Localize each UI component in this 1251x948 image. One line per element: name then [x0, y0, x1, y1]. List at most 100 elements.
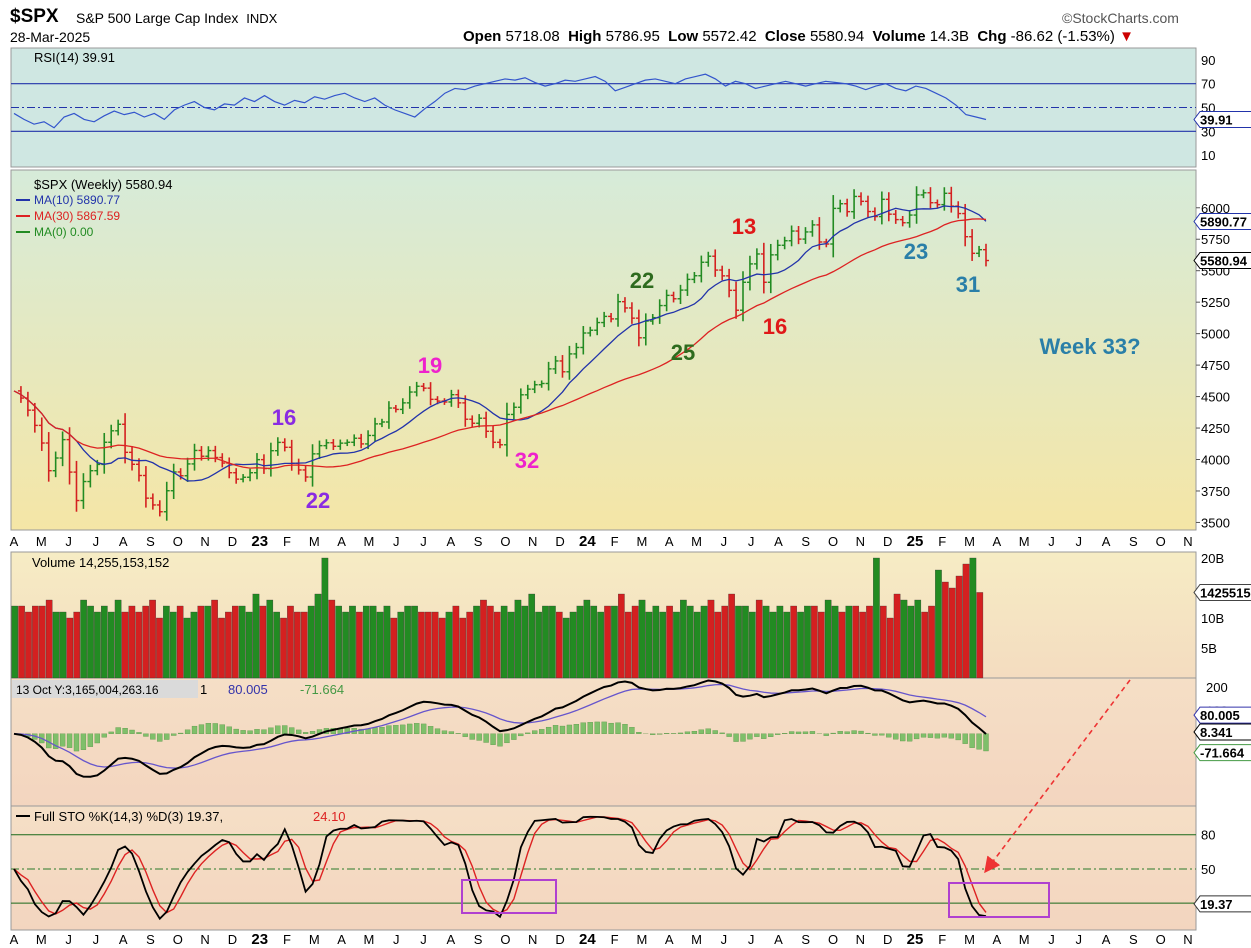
time-tick: O — [828, 932, 838, 947]
time-tick: J — [1076, 932, 1083, 947]
volume-bar — [714, 611, 722, 679]
volume-bar — [287, 605, 294, 679]
time-tick: A — [665, 534, 674, 549]
volume-bar — [94, 611, 101, 679]
time-tick: O — [828, 534, 838, 549]
volume-bar — [955, 575, 963, 679]
macd-hist-bar — [983, 733, 989, 752]
volume-bar — [404, 605, 411, 679]
volume-bar — [914, 599, 922, 679]
volume-bar — [576, 605, 584, 679]
volume-bar — [252, 593, 260, 679]
volume-bar — [493, 611, 501, 679]
macd-hist-bar — [663, 733, 670, 734]
time-tick: D — [555, 932, 564, 947]
volume-bar — [349, 605, 356, 679]
macd-hist-bar — [393, 725, 399, 734]
volume-bar — [521, 605, 529, 679]
volume-bar — [769, 611, 777, 679]
macd-hist-bar — [865, 732, 871, 734]
macd-hist-bar — [289, 727, 295, 734]
time-tick: A — [1102, 932, 1111, 947]
macd-hist-bar — [483, 733, 489, 743]
volume-bar — [25, 611, 32, 679]
macd-hist-bar — [948, 733, 954, 739]
macd-hist-bar — [886, 733, 892, 738]
macd-hist-bar — [80, 733, 87, 750]
macd-hist-bar — [969, 733, 975, 748]
macd-hist-bar — [240, 730, 246, 734]
rsi-tick: 90 — [1201, 53, 1215, 68]
time-tick: J — [420, 534, 427, 549]
macd-hist-bar — [802, 731, 809, 734]
volume-bar — [514, 599, 522, 679]
volume-bar — [438, 617, 446, 679]
macd-value: 80.005 — [228, 682, 268, 697]
volume-bar — [383, 605, 391, 679]
volume-bar — [638, 599, 646, 679]
volume-bar — [87, 605, 94, 679]
volume-bar — [190, 611, 198, 679]
volume-bar — [418, 611, 425, 679]
volume-bar — [390, 617, 398, 679]
price-tick: 4750 — [1201, 358, 1230, 373]
volume-bar — [11, 605, 18, 679]
price-title: $SPX (Weekly) 5580.94 — [34, 177, 173, 192]
time-tick: M — [36, 932, 47, 947]
macd-hist-bar — [677, 732, 684, 734]
macd-hist-bar — [712, 730, 718, 734]
macd-hist-bar — [358, 728, 364, 734]
macd-hist-bar — [511, 733, 517, 740]
time-tick: M — [1019, 932, 1030, 947]
volume-bar — [528, 593, 536, 679]
time-tick: O — [173, 534, 183, 549]
macd-hist-bar — [754, 733, 760, 737]
macd-hist-bar — [705, 728, 711, 734]
volume-bar — [886, 617, 894, 679]
macd-hist-bar — [615, 722, 621, 734]
macd-hist-bar — [851, 730, 857, 734]
volume-bar — [211, 599, 218, 679]
time-tick: 24 — [579, 931, 596, 948]
volume-bar — [369, 605, 377, 679]
macd-hist-bar — [539, 729, 545, 734]
volume-bar — [859, 611, 866, 679]
volume-bar — [700, 605, 708, 679]
volume-bar — [32, 605, 39, 679]
volume-bar — [101, 605, 108, 679]
volume-bar — [749, 611, 756, 679]
volume-bar — [624, 611, 632, 679]
volume-bar — [183, 617, 191, 679]
macd-hist-bar — [504, 733, 510, 744]
volume-bar — [597, 611, 604, 679]
oversold-box-2023 — [461, 879, 557, 914]
macd-hist-bar — [900, 733, 906, 742]
time-tick: M — [36, 534, 47, 549]
volume-bar — [225, 611, 232, 679]
volume-bar — [307, 605, 315, 679]
macd-hist-bar — [733, 733, 739, 742]
time-tick: F — [611, 932, 619, 947]
volume-bar — [342, 611, 349, 679]
volume-bar — [790, 605, 797, 679]
macd-hist-bar — [157, 733, 163, 742]
wave-label: 23 — [904, 239, 928, 264]
sto-tick: 50 — [1201, 862, 1215, 877]
time-tick: M — [637, 534, 648, 549]
macd-hist-bar — [622, 724, 628, 734]
volume-bar — [562, 617, 570, 679]
macd-hist-bar — [726, 733, 732, 737]
time-tick: D — [228, 932, 237, 947]
time-tick: J — [1048, 932, 1055, 947]
macd-hist-bar — [823, 733, 829, 736]
macd-hist-bar — [427, 726, 434, 734]
volume-bar — [266, 599, 274, 679]
macd-hist-bar — [434, 728, 441, 734]
volume-bar — [300, 611, 308, 679]
macd-hist-bar — [143, 733, 149, 737]
macd-hist-bar — [150, 733, 156, 740]
macd-hist-bar — [302, 732, 309, 734]
price-tick: 4250 — [1201, 421, 1230, 436]
price-tick: 5250 — [1201, 295, 1230, 310]
time-tick: N — [1183, 534, 1192, 549]
